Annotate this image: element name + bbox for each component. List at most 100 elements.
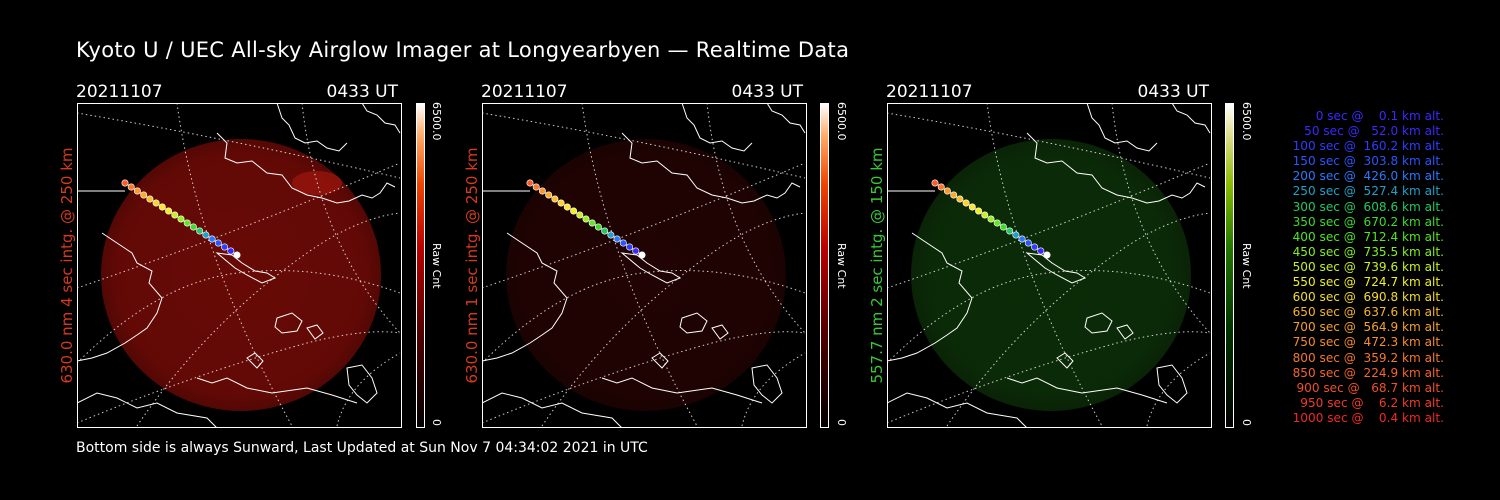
- satellite-track-point: [177, 215, 185, 223]
- altitude-time-legend: 0 sec @ 0.1 km alt. 50 sec @ 52.0 km alt.…: [1262, 109, 1444, 426]
- legend-row: 350 sec @ 670.2 km alt.: [1292, 214, 1444, 229]
- satellite-track-point: [221, 243, 229, 251]
- satellite-track-point: [146, 195, 154, 203]
- satellite-track-point: [638, 251, 646, 259]
- panel-3-allsky-image: [887, 103, 1212, 428]
- satellite-track-point: [950, 191, 958, 199]
- coastline: [681, 103, 753, 152]
- coastline: [215, 252, 277, 284]
- panel-3-colorbar-unit: Raw Cnt: [1240, 243, 1253, 289]
- legend-row: 500 sec @ 739.6 km alt.: [1292, 259, 1444, 274]
- panel-1-time: 0433 UT: [326, 82, 399, 102]
- satellite-track-point: [538, 187, 546, 195]
- panel-1-wavelength-label: 630.0 nm 4 sec intg. @ 250 km: [58, 147, 76, 384]
- satellite-track-point: [1024, 239, 1032, 247]
- panel-1-allsky-image: [77, 103, 402, 428]
- coastline: [276, 103, 348, 152]
- latitude-gridline: [77, 112, 401, 179]
- coastline: [1116, 324, 1134, 340]
- legend-row: 600 sec @ 690.8 km alt.: [1292, 290, 1444, 305]
- legend-row: 250 sec @ 527.4 km alt.: [1292, 184, 1444, 199]
- footer-status: Bottom side is always Sunward, Last Upda…: [76, 440, 648, 456]
- satellite-track-point: [570, 207, 578, 215]
- panel-3-date: 20211107: [886, 82, 973, 102]
- coastline: [361, 103, 401, 134]
- satellite-track-point: [1012, 231, 1020, 239]
- satellite-track-point: [632, 247, 640, 255]
- legend-row: 800 sec @ 359.2 km alt.: [1292, 350, 1444, 365]
- coastline: [711, 324, 729, 340]
- legend-row: 900 sec @ 68.7 km alt.: [1296, 380, 1444, 395]
- satellite-track-point: [619, 239, 627, 247]
- satellite-track-point: [526, 179, 534, 187]
- satellite-track-point: [563, 203, 571, 211]
- latitude-gridline: [482, 331, 806, 424]
- coastline: [346, 364, 378, 404]
- legend-row: 400 sec @ 712.4 km alt.: [1292, 229, 1444, 244]
- legend-row: 100 sec @ 160.2 km alt.: [1292, 139, 1444, 154]
- longitude-gridline: [301, 103, 401, 334]
- satellite-track-point: [987, 215, 995, 223]
- satellite-track-point: [968, 203, 976, 211]
- coastline: [887, 232, 973, 362]
- legend-row: 550 sec @ 724.7 km alt.: [1292, 275, 1444, 290]
- longitude-gridline: [176, 103, 293, 427]
- legend-row: 150 sec @ 303.8 km alt.: [1292, 154, 1444, 169]
- legend-row: 1000 sec @ 0.4 km alt.: [1292, 410, 1444, 425]
- satellite-track-point: [607, 231, 615, 239]
- satellite-track-point: [943, 187, 951, 195]
- satellite-track-point: [545, 191, 553, 199]
- legend-row: 0 sec @ 0.1 km alt.: [1315, 109, 1444, 123]
- panel-3-colorbar-min: 0: [1240, 419, 1253, 426]
- satellite-track-point: [956, 195, 964, 203]
- panel-3-wavelength-label: 557.7 nm 2 sec intg. @ 150 km: [868, 147, 886, 384]
- coastline: [751, 364, 783, 404]
- satellite-track-point: [626, 243, 634, 251]
- panel-2-colorbar-max: 6500.0: [835, 102, 848, 141]
- satellite-track-point: [183, 219, 191, 227]
- satellite-track-point: [121, 179, 129, 187]
- coastline: [620, 252, 682, 284]
- coastline: [246, 352, 264, 369]
- satellite-track-point: [582, 215, 590, 223]
- latitude-gridline: [887, 270, 1211, 364]
- satellite-track-point: [576, 211, 584, 219]
- coastline: [77, 392, 218, 428]
- latitude-gridline: [482, 270, 806, 364]
- coastline: [77, 232, 163, 362]
- panel-2-allsky-image: [482, 103, 807, 428]
- latitude-gridline: [887, 331, 1211, 424]
- longitude-gridline: [741, 352, 806, 427]
- coastline: [216, 132, 396, 204]
- satellite-track-point: [613, 235, 621, 243]
- satellite-track-point: [208, 235, 216, 243]
- longitude-gridline: [946, 212, 1211, 427]
- latitude-gridline: [482, 162, 806, 289]
- satellite-track-point: [532, 183, 540, 191]
- panel-3-time: 0433 UT: [1137, 82, 1210, 102]
- satellite-track-point: [1043, 251, 1051, 259]
- satellite-track-point: [214, 239, 222, 247]
- latitude-gridline: [887, 162, 1211, 289]
- panel-2-colorbar: [820, 103, 829, 428]
- coastline: [1086, 103, 1158, 152]
- panel-1-colorbar-unit: Raw Cnt: [430, 243, 443, 289]
- satellite-track-point: [152, 199, 160, 207]
- coastline: [274, 312, 303, 334]
- satellite-track-point: [189, 223, 197, 231]
- latitude-gridline: [77, 162, 401, 289]
- coastline: [651, 352, 669, 369]
- longitude-gridline: [1111, 103, 1211, 334]
- satellite-track-point: [1037, 247, 1045, 255]
- legend-row: 700 sec @ 564.9 km alt.: [1292, 320, 1444, 335]
- legend-row: 650 sec @ 637.6 km alt.: [1292, 305, 1444, 320]
- longitude-gridline: [581, 103, 698, 427]
- longitude-gridline: [1146, 352, 1211, 427]
- panel-1-colorbar-max: 6500.0: [430, 102, 443, 141]
- satellite-track-point: [196, 227, 204, 235]
- legend-row: 950 sec @ 6.2 km alt.: [1300, 395, 1444, 410]
- legend-row: 300 sec @ 608.6 km alt.: [1292, 199, 1444, 214]
- satellite-track-point: [127, 183, 135, 191]
- satellite-track-point: [999, 223, 1007, 231]
- satellite-track-point: [962, 199, 970, 207]
